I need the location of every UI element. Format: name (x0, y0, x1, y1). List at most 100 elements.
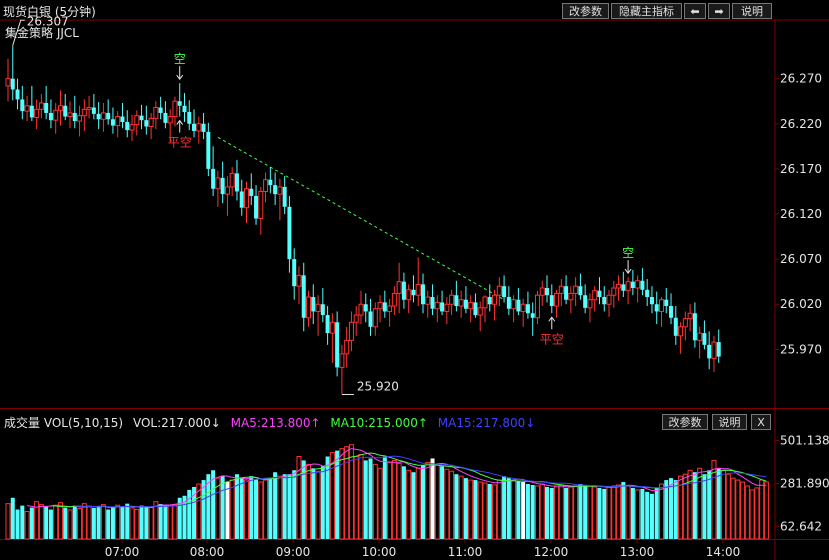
volume-bar (707, 470, 712, 539)
volume-bar (649, 493, 654, 539)
volume-bar (645, 491, 650, 539)
volume-bar (67, 509, 73, 540)
volume-params-button[interactable]: 改参数 (662, 414, 708, 430)
candle-body (372, 308, 378, 328)
candle-body (692, 313, 697, 341)
volume-bar (415, 467, 421, 540)
volume-bar (258, 481, 264, 540)
volume-bar (268, 478, 273, 539)
params-button[interactable]: 改参数 (562, 3, 609, 19)
volume-bar (368, 458, 373, 539)
price-tick-label: 26.270 (780, 72, 822, 86)
volume-bar (721, 469, 726, 540)
volume-bar (545, 486, 550, 539)
candle-body (415, 283, 421, 296)
volume-bar (234, 474, 239, 539)
volume-legend-ma15: MA15:217.800↓ (437, 416, 536, 430)
volume-bar (229, 479, 235, 540)
scroll-left-button[interactable]: ⬅ (684, 3, 706, 19)
hide-indicator-button[interactable]: 隐藏主指标 (611, 3, 682, 19)
candle-body (287, 206, 292, 260)
candle-body (86, 107, 92, 110)
volume-bar (754, 487, 760, 540)
candle-body (187, 112, 192, 124)
volume-bar (363, 460, 368, 539)
candle-body (635, 280, 641, 289)
volume-bar (110, 507, 115, 539)
volume-bar (315, 470, 321, 540)
volume-bar (148, 507, 154, 540)
volume-bar (502, 476, 507, 539)
candle-body (29, 105, 34, 118)
volume-bar (372, 463, 378, 540)
volume-bar (744, 485, 750, 540)
volume-close-button[interactable]: X (751, 414, 771, 430)
candle-body (329, 321, 335, 334)
volume-bar (530, 484, 535, 539)
candle-body (353, 314, 359, 323)
candle-body (492, 294, 498, 305)
volume-bar (96, 507, 101, 539)
candle-body (348, 321, 354, 341)
candle-body (449, 294, 455, 305)
volume-bar (77, 508, 83, 540)
time-tick-label: 09:00 (276, 545, 311, 559)
volume-bar (244, 479, 249, 540)
volume-bar (477, 481, 483, 540)
volume-bar (38, 504, 44, 540)
volume-bar (664, 480, 669, 539)
strategy-label: 集金策略 JJCL (5, 26, 79, 40)
volume-bar (129, 507, 135, 540)
candle-body (220, 177, 225, 195)
volume-bar (10, 497, 15, 539)
volume-bar (463, 478, 468, 539)
candle-body (273, 185, 278, 195)
candle-body (91, 107, 96, 114)
volume-bar (616, 484, 622, 540)
candle-body (163, 112, 168, 123)
candle-body (716, 342, 721, 357)
candle-body (377, 301, 383, 310)
short-signal-label: 空 (622, 246, 634, 260)
candle-body (363, 304, 368, 312)
volume-bar (539, 483, 545, 540)
candle-body (454, 295, 459, 307)
volume-bar (273, 472, 278, 539)
volume-bar (740, 481, 746, 540)
candle-body (530, 313, 535, 318)
volume-bar (511, 479, 517, 540)
volume-bar (353, 456, 359, 540)
candle-body (24, 105, 30, 112)
candle-body (263, 179, 269, 192)
volume-bar (549, 487, 554, 539)
volume-bar (34, 501, 40, 540)
close-signal-arrowhead (548, 316, 556, 322)
volume-bar (678, 475, 684, 540)
volume-bar (344, 446, 350, 540)
help-button[interactable]: 说明 (732, 3, 772, 19)
candle-body (358, 303, 364, 316)
high-pointer (12, 19, 25, 46)
volume-bar (482, 482, 488, 540)
candle-body (15, 89, 20, 100)
candle-body (444, 303, 450, 312)
candle-body (458, 299, 464, 307)
candle-body (239, 191, 244, 208)
volume-bar (554, 485, 560, 540)
candle-body (258, 190, 264, 220)
candle-body (539, 287, 545, 296)
candle-body (34, 108, 40, 118)
candle-body (301, 275, 306, 318)
volume-bar (158, 504, 163, 539)
volume-bar (115, 504, 121, 540)
volume-bar (749, 489, 755, 540)
candle-body (44, 103, 49, 113)
volume-bar (86, 505, 92, 540)
candle-body (621, 284, 626, 291)
volume-bar (239, 478, 244, 539)
volume-help-button[interactable]: 说明 (712, 414, 747, 430)
trendline (217, 136, 505, 301)
candle-body (206, 131, 211, 169)
volume-bar (15, 509, 20, 539)
scroll-right-button[interactable]: ➡ (708, 3, 730, 19)
